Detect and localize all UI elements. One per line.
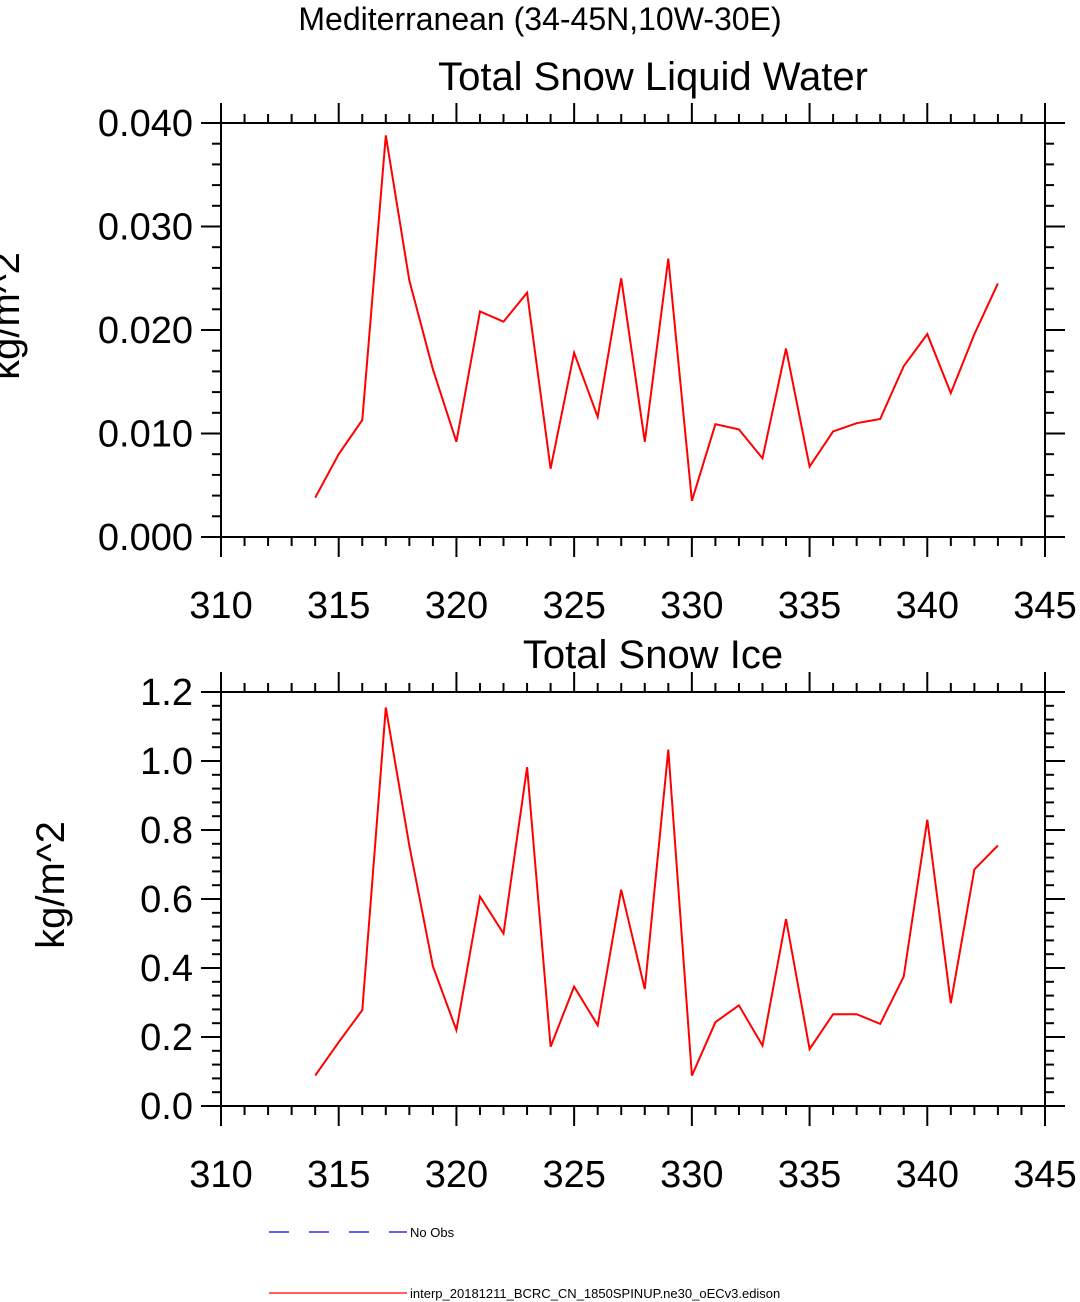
x-tick-label: 315 (307, 1154, 370, 1196)
x-tick-label: 315 (307, 585, 370, 627)
y-tick-label: 0.020 (98, 310, 193, 352)
x-tick-label: 340 (896, 585, 959, 627)
y-tick-label: 0.4 (140, 948, 193, 990)
y-tick-label: 0.030 (98, 207, 193, 249)
y-tick-label: 1.2 (140, 672, 193, 714)
x-tick-label: 310 (189, 1154, 252, 1196)
x-tick-label: 320 (425, 1154, 488, 1196)
y-tick-label: 0.010 (98, 414, 193, 456)
plot-frame (220, 122, 1046, 538)
panels: Total Snow Liquid Water 0.000 0.010 0.020 0.… (0, 55, 1077, 1196)
legend-label: interp_20181211_BCRC_CN_1850SPINUP.ne30_… (410, 1286, 780, 1301)
y-tick-label: 0.8 (140, 810, 193, 852)
x-tick-label: 330 (660, 585, 723, 627)
chart-panel-2: Total Snow Ice 0.0 0.2 0.4 0.6 0.8 1.0 1.2 310 31… (29, 633, 1077, 1196)
x-tick-label: 320 (425, 585, 488, 627)
x-tick-label: 335 (778, 585, 841, 627)
series-line (314, 707, 999, 1077)
y-tick-label: 0.040 (98, 103, 193, 145)
legend-entry-1: No Obs (269, 1225, 455, 1240)
x-tick-label: 325 (542, 585, 605, 627)
y-axis-label: kg/m^2 (0, 252, 28, 380)
x-tick-label: 325 (542, 1154, 605, 1196)
series-line (314, 135, 999, 502)
x-tick-label: 330 (660, 1154, 723, 1196)
y-tick-label: 0.0 (140, 1086, 193, 1128)
x-tick-label: 335 (778, 1154, 841, 1196)
chart-title: Total Snow Ice (523, 633, 783, 677)
y-tick-label: 0.2 (140, 1017, 193, 1059)
y-tick-label: 0.6 (140, 879, 193, 921)
x-tick-label: 345 (1013, 585, 1076, 627)
y-tick-label: 1.0 (140, 741, 193, 783)
suptitle: Mediterranean (34-45N,10W-30E) (298, 1, 781, 37)
x-tick-label: 340 (896, 1154, 959, 1196)
x-tick-label: 310 (189, 585, 252, 627)
y-tick-label: 0.000 (98, 517, 193, 559)
legend-entry-2: interp_20181211_BCRC_CN_1850SPINUP.ne30_… (269, 1286, 780, 1301)
plot-frame (220, 691, 1046, 1107)
y-axis-label: kg/m^2 (29, 821, 73, 949)
legend: No Obs interp_20181211_BCRC_CN_1850SPINUP… (269, 1225, 780, 1301)
chart-panel-1: Total Snow Liquid Water 0.000 0.010 0.020 0.… (0, 55, 1077, 627)
chart-title: Total Snow Liquid Water (438, 55, 868, 99)
x-tick-label: 345 (1013, 1154, 1076, 1196)
legend-label: No Obs (410, 1225, 455, 1240)
